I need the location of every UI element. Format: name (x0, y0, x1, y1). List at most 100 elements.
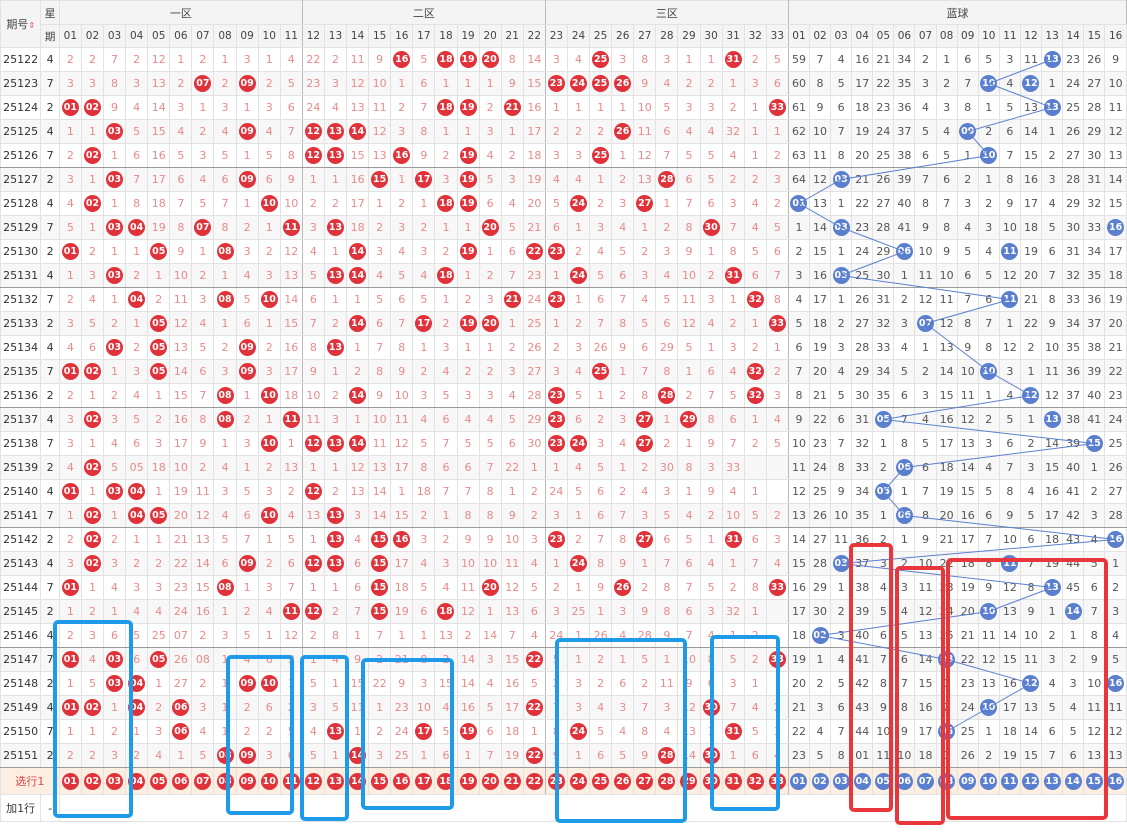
select-red-ball[interactable]: 19 (459, 772, 477, 790)
select-red-ball[interactable]: 29 (680, 772, 698, 790)
add-row-button[interactable]: 加1行 (0, 794, 42, 822)
select-red-ball[interactable]: 22 (525, 772, 543, 790)
select-red-cell[interactable]: 14 (346, 767, 370, 795)
select-red-ball[interactable]: 01 (61, 772, 79, 790)
select-blue-cell[interactable]: 11 (998, 767, 1021, 795)
select-red-cell[interactable]: 27 (633, 767, 657, 795)
select-red-ball[interactable]: 31 (724, 772, 742, 790)
select-red-ball[interactable]: 18 (437, 772, 455, 790)
select-red-cell[interactable]: 33 (765, 767, 789, 795)
select-red-cell[interactable]: 20 (478, 767, 502, 795)
select-red-cell[interactable]: 29 (677, 767, 701, 795)
select-red-cell[interactable]: 24 (566, 767, 591, 795)
select-blue-cell[interactable]: 02 (808, 767, 832, 795)
select-red-ball[interactable]: 15 (371, 772, 389, 790)
select-red-cell[interactable]: 03 (102, 767, 127, 795)
select-red-ball[interactable]: 07 (194, 772, 212, 790)
select-red-ball[interactable]: 27 (636, 772, 654, 790)
select-blue-ball[interactable]: 16 (1107, 772, 1125, 790)
select-red-cell[interactable]: 07 (191, 767, 215, 795)
select-red-cell[interactable]: 19 (456, 767, 480, 795)
select-blue-cell[interactable]: 12 (1019, 767, 1043, 795)
select-blue-cell[interactable]: 06 (893, 767, 916, 795)
select-red-ball[interactable]: 24 (570, 772, 588, 790)
select-blue-ball[interactable]: 05 (874, 772, 892, 790)
select-red-ball[interactable]: 03 (106, 772, 124, 790)
select-red-cell[interactable]: 13 (323, 767, 348, 795)
select-red-ball[interactable]: 28 (658, 772, 676, 790)
select-blue-ball[interactable]: 07 (917, 772, 935, 790)
select-blue-ball[interactable]: 09 (959, 772, 977, 790)
select-blue-cell[interactable]: 14 (1062, 767, 1085, 795)
select-red-ball[interactable]: 26 (614, 772, 632, 790)
select-red-cell[interactable]: 30 (699, 767, 723, 795)
select-red-cell[interactable]: 16 (390, 767, 414, 795)
select-red-ball[interactable]: 09 (238, 772, 256, 790)
select-red-ball[interactable]: 10 (260, 772, 278, 790)
sort-icon[interactable]: ⇕ (28, 21, 36, 30)
select-blue-ball[interactable]: 04 (853, 772, 871, 790)
select-blue-ball[interactable]: 11 (1001, 772, 1019, 790)
select-blue-ball[interactable]: 03 (832, 772, 850, 790)
select-blue-cell[interactable]: 09 (956, 767, 979, 795)
select-red-ball[interactable]: 33 (768, 772, 786, 790)
select-red-cell[interactable]: 11 (279, 767, 303, 795)
select-blue-cell[interactable]: 04 (851, 767, 874, 795)
select-red-ball[interactable]: 13 (326, 772, 344, 790)
select-blue-cell[interactable]: 01 (787, 767, 811, 795)
select-red-cell[interactable]: 22 (522, 767, 546, 795)
select-blue-ball[interactable]: 14 (1064, 772, 1082, 790)
select-red-cell[interactable]: 31 (721, 767, 745, 795)
select-red-cell[interactable]: 25 (589, 767, 613, 795)
select-red-ball[interactable]: 08 (216, 772, 234, 790)
select-red-ball[interactable]: 30 (702, 772, 720, 790)
select-red-ball[interactable]: 02 (83, 772, 101, 790)
select-red-cell[interactable]: 09 (235, 767, 259, 795)
select-red-ball[interactable]: 11 (282, 772, 300, 790)
select-blue-cell[interactable]: 08 (935, 767, 958, 795)
select-blue-cell[interactable]: 10 (977, 767, 1000, 795)
select-red-cell[interactable]: 18 (434, 767, 458, 795)
select-blue-ball[interactable]: 15 (1085, 772, 1103, 790)
select-red-cell[interactable]: 01 (58, 767, 82, 795)
select-red-cell[interactable]: 06 (169, 767, 193, 795)
select-red-cell[interactable]: 08 (213, 767, 237, 795)
select-red-ball[interactable]: 17 (415, 772, 433, 790)
issue-header[interactable]: 期号⇕ (0, 0, 42, 48)
select-red-ball[interactable]: 25 (592, 772, 610, 790)
select-red-cell[interactable]: 21 (500, 767, 524, 795)
select-blue-cell[interactable]: 05 (872, 767, 895, 795)
select-blue-ball[interactable]: 13 (1043, 772, 1061, 790)
select-row-label[interactable]: 选行1 (0, 767, 60, 795)
select-red-cell[interactable]: 15 (368, 767, 392, 795)
select-blue-cell[interactable]: 13 (1041, 767, 1064, 795)
select-blue-cell[interactable]: 07 (914, 767, 937, 795)
select-blue-cell[interactable]: 15 (1083, 767, 1106, 795)
select-blue-cell[interactable]: 03 (830, 767, 853, 795)
select-blue-cell[interactable]: 16 (1104, 767, 1127, 795)
select-red-cell[interactable]: 04 (125, 767, 149, 795)
select-blue-ball[interactable]: 02 (811, 772, 829, 790)
select-red-ball[interactable]: 16 (393, 772, 411, 790)
select-red-ball[interactable]: 20 (481, 772, 499, 790)
select-blue-ball[interactable]: 10 (980, 772, 998, 790)
select-red-ball[interactable]: 14 (349, 772, 367, 790)
select-red-ball[interactable]: 05 (150, 772, 168, 790)
select-red-ball[interactable]: 06 (172, 772, 190, 790)
select-red-cell[interactable]: 28 (655, 767, 679, 795)
select-red-cell[interactable]: 17 (412, 767, 436, 795)
select-blue-ball[interactable]: 01 (790, 772, 808, 790)
select-red-cell[interactable]: 10 (257, 767, 281, 795)
select-red-cell[interactable]: 05 (147, 767, 171, 795)
select-red-ball[interactable]: 12 (304, 772, 322, 790)
select-blue-ball[interactable]: 12 (1022, 772, 1040, 790)
select-red-cell[interactable]: 23 (544, 767, 568, 795)
select-red-ball[interactable]: 32 (746, 772, 764, 790)
select-red-cell[interactable]: 26 (611, 767, 635, 795)
select-red-cell[interactable]: 02 (80, 767, 105, 795)
select-red-cell[interactable]: 32 (743, 767, 767, 795)
select-red-ball[interactable]: 23 (547, 772, 565, 790)
select-red-ball[interactable]: 04 (128, 772, 146, 790)
select-red-ball[interactable]: 21 (503, 772, 521, 790)
select-red-cell[interactable]: 12 (301, 767, 325, 795)
